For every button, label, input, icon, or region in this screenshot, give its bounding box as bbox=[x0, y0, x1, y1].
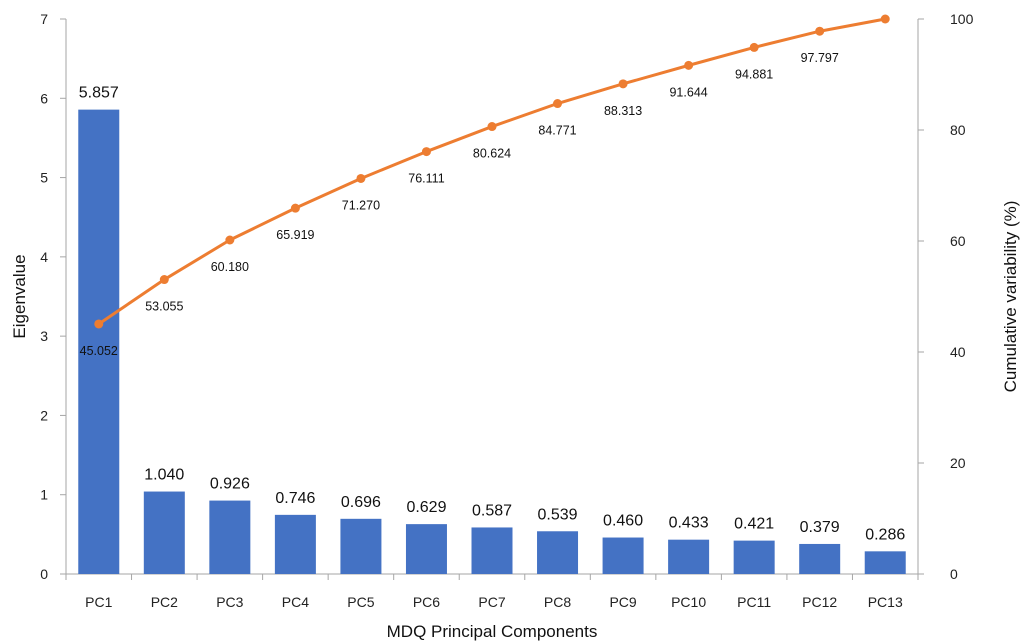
x-tick-label: PC8 bbox=[544, 594, 571, 610]
bar-value-label: 0.539 bbox=[538, 506, 578, 523]
cumulative-line bbox=[94, 14, 890, 329]
y2-tick-label: 100 bbox=[950, 11, 974, 27]
line-point bbox=[553, 99, 563, 109]
line-value-label: 60.180 bbox=[211, 260, 249, 274]
bar-value-label: 0.286 bbox=[865, 526, 905, 543]
y-axis-title: Eigenvalue bbox=[10, 254, 29, 338]
bar bbox=[864, 551, 906, 574]
line-value-label: 84.771 bbox=[538, 124, 576, 138]
line-point bbox=[618, 79, 628, 89]
x-tick-label: PC10 bbox=[671, 594, 706, 610]
bar bbox=[471, 527, 513, 574]
line-value-label: 53.055 bbox=[145, 300, 183, 314]
line-point bbox=[487, 122, 497, 132]
bar-value-label: 0.696 bbox=[341, 494, 381, 511]
y-tick-label: 0 bbox=[40, 566, 48, 582]
bar-value-label: 0.421 bbox=[734, 516, 774, 533]
x-tick-label: PC11 bbox=[737, 594, 771, 610]
line-point bbox=[356, 173, 366, 183]
bar-value-label: 0.746 bbox=[275, 490, 315, 507]
bar-value-label: 0.379 bbox=[800, 519, 840, 536]
bar bbox=[537, 531, 579, 574]
line-point bbox=[94, 319, 104, 329]
labels: 5.857 1.040 0.926 0.746 0.696 0.629 0.587 0.539… bbox=[79, 51, 906, 543]
bar bbox=[602, 537, 644, 574]
line-value-label: 94.881 bbox=[735, 67, 773, 81]
bar-value-label: 1.040 bbox=[144, 467, 184, 484]
line-point bbox=[290, 203, 300, 213]
line-point bbox=[159, 275, 169, 285]
y2-tick-label: 40 bbox=[950, 344, 966, 360]
bar-value-label: 0.587 bbox=[472, 502, 512, 519]
bar bbox=[143, 491, 185, 574]
bar bbox=[340, 518, 382, 574]
bar bbox=[78, 109, 120, 575]
y-tick-label: 4 bbox=[40, 249, 48, 265]
bar bbox=[274, 514, 316, 574]
y2-tick-label: 20 bbox=[950, 455, 966, 471]
line-point bbox=[815, 26, 825, 36]
x-axis-title: MDQ Principal Components bbox=[387, 622, 598, 641]
x-tick-label: PC5 bbox=[347, 594, 374, 610]
line-value-label: 80.624 bbox=[473, 147, 511, 161]
cumulative-line-path bbox=[97, 17, 886, 326]
line-point bbox=[749, 42, 759, 52]
line-value-label: 65.919 bbox=[276, 228, 314, 242]
x-tick-label: PC13 bbox=[868, 594, 903, 610]
line-point bbox=[684, 60, 694, 70]
y2-tick-label: 60 bbox=[950, 233, 966, 249]
x-tick-label: PC12 bbox=[802, 594, 837, 610]
y-tick-label: 3 bbox=[40, 328, 48, 344]
bars bbox=[78, 109, 906, 575]
bar bbox=[405, 524, 447, 574]
bar-value-label: 0.629 bbox=[406, 499, 446, 516]
x-tick-label: PC1 bbox=[85, 594, 112, 610]
bar-value-label: 0.926 bbox=[210, 476, 250, 493]
bar-value-label: 0.433 bbox=[669, 515, 709, 532]
line-point bbox=[880, 14, 890, 24]
line-value-label: 91.644 bbox=[669, 85, 707, 99]
y-tick-label: 2 bbox=[40, 407, 48, 423]
line-value-label: 97.797 bbox=[801, 51, 839, 65]
y2-tick-label: 0 bbox=[950, 566, 958, 582]
line-value-label: 45.052 bbox=[80, 344, 118, 358]
line-value-label: 88.313 bbox=[604, 104, 642, 118]
line-value-label: 71.270 bbox=[342, 198, 380, 212]
x-tick-label: PC6 bbox=[413, 594, 440, 610]
bar bbox=[668, 539, 710, 574]
y-tick-label: 6 bbox=[40, 90, 48, 106]
y-tick-label: 5 bbox=[40, 170, 48, 186]
line-point bbox=[421, 147, 431, 157]
line-point bbox=[225, 235, 235, 245]
x-tick-label: PC9 bbox=[609, 594, 636, 610]
y-tick-label: 7 bbox=[40, 11, 48, 27]
axes: 0 1 2 3 4 5 6 7 0 20 40 60 80 100 PC1 PC2 PC3 PC4 PC5 PC6 PC… bbox=[40, 11, 973, 610]
bar-value-label: 5.857 bbox=[79, 85, 119, 102]
bar-value-label: 0.460 bbox=[603, 513, 643, 530]
bar bbox=[733, 540, 775, 574]
y-tick-label: 1 bbox=[40, 487, 48, 503]
x-tick-label: PC2 bbox=[151, 594, 178, 610]
y2-axis-title: Cumulative variability (%) bbox=[1001, 201, 1020, 393]
x-tick-label: PC4 bbox=[282, 594, 309, 610]
line-value-label: 76.111 bbox=[408, 172, 444, 186]
x-tick-label: PC3 bbox=[216, 594, 243, 610]
bar bbox=[209, 500, 251, 574]
x-tick-label: PC7 bbox=[478, 594, 505, 610]
y2-tick-label: 80 bbox=[950, 122, 966, 138]
bar bbox=[799, 543, 841, 574]
